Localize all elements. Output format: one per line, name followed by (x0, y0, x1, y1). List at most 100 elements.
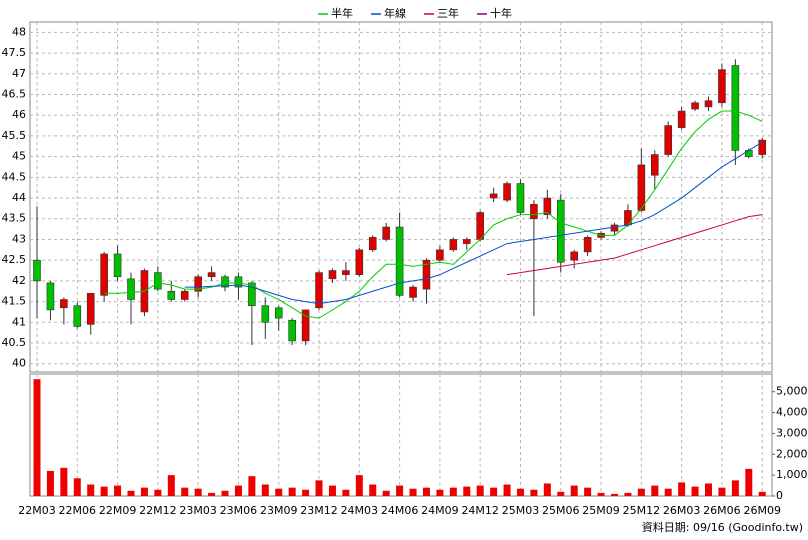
x-tick-label: 22M06 (59, 504, 97, 517)
volume-bar (651, 485, 659, 496)
candle-body (46, 282, 55, 311)
candle-body (691, 102, 699, 110)
y2-tick-label: 5,000 (776, 385, 808, 398)
volume-bar (46, 470, 54, 496)
y-tick-label: 41 (12, 315, 26, 328)
candle-body (154, 272, 162, 290)
candle-body (315, 272, 323, 309)
x-tick-label: 22M03 (18, 504, 56, 517)
candle-body (301, 309, 310, 342)
footer: 資料日期: 09/16 (Goodinfo.tw) (642, 520, 803, 534)
candle-body (382, 226, 390, 240)
y-tick-label: 46 (12, 108, 26, 121)
volume-bar (261, 484, 269, 496)
candle-body (248, 282, 256, 307)
candle-body (180, 290, 189, 300)
candle-body (368, 237, 377, 251)
volume-bar (396, 485, 404, 496)
volume-bar (516, 488, 524, 496)
candle-body (476, 212, 484, 240)
ma-line (506, 214, 763, 276)
volume-bar (234, 485, 242, 496)
y-tick-label: 43 (12, 232, 26, 245)
candle-body (758, 139, 767, 155)
candle-body (436, 249, 444, 261)
candle-body (610, 224, 619, 232)
volume-bar (490, 487, 498, 496)
volume-bar (114, 485, 122, 496)
candle-body (328, 270, 337, 280)
volume-bar (637, 488, 645, 496)
volume-bar (745, 468, 753, 496)
candle-body (194, 276, 202, 292)
x-tick-label: 24M06 (381, 504, 419, 517)
candle-body (731, 65, 740, 151)
candle-body (677, 110, 686, 128)
volume-bar (87, 484, 95, 496)
legend-label: 三年 (437, 6, 459, 20)
candle-body (624, 210, 632, 226)
candle-body (274, 307, 283, 319)
volume-bar (288, 487, 296, 496)
volume-bar (570, 485, 578, 496)
volume-bar (503, 484, 511, 496)
volume-bar (422, 487, 430, 496)
candle-body (113, 253, 122, 278)
volume-bar (302, 489, 310, 496)
candle-body (342, 270, 350, 275)
y-tick-label: 42.5 (2, 253, 27, 266)
volume-bar (584, 487, 592, 496)
volume-bar (382, 490, 390, 496)
candle-body (516, 183, 525, 213)
volume-bar (678, 482, 686, 496)
x-tick-label: 25M06 (542, 504, 580, 517)
x-tick-label: 24M03 (341, 504, 379, 517)
candle-body (73, 305, 82, 327)
candle-body (570, 251, 579, 261)
candle-body (86, 293, 95, 325)
candle-body (167, 290, 176, 300)
y-tick-label: 48 (12, 25, 26, 38)
y-tick-label: 44.5 (2, 170, 27, 183)
x-tick-label: 22M12 (139, 504, 177, 517)
x-tick-label: 25M03 (502, 504, 540, 517)
volume-panel (29, 373, 773, 497)
volume-bar (624, 492, 632, 496)
volume-bar (154, 489, 162, 496)
volume-bar (248, 476, 256, 496)
volume-bar (543, 483, 551, 496)
volume-bar (449, 487, 457, 496)
x-tick-label: 23M12 (300, 504, 338, 517)
volume-bar (181, 487, 189, 496)
x-tick-label: 26M09 (743, 504, 781, 517)
x-tick-label: 22M09 (99, 504, 137, 517)
x-tick-label: 23M09 (260, 504, 298, 517)
ma-line (184, 141, 763, 305)
y2-tick-label: 2,000 (776, 447, 808, 460)
candle-body (530, 203, 538, 220)
y2-tick-label: 1,000 (776, 468, 808, 481)
volume-bar (194, 488, 202, 496)
y-tick-label: 47.5 (2, 46, 27, 59)
candle-body (543, 197, 552, 215)
candle-body (637, 164, 646, 211)
x-tick-label: 24M09 (421, 504, 459, 517)
y2-tick-label: 0 (776, 489, 783, 502)
y-tick-label: 45.5 (2, 129, 27, 142)
candle-body (127, 278, 135, 300)
legend-label: 十年 (490, 6, 512, 20)
volume-bar (476, 485, 484, 496)
candle-body (60, 299, 68, 309)
x-tick-label: 25M09 (582, 504, 620, 517)
y-tick-label: 41.5 (2, 295, 27, 308)
y2-tick-label: 4,000 (776, 406, 808, 419)
volume-bar (610, 493, 618, 496)
candle-body (704, 100, 713, 108)
y-tick-label: 42 (12, 274, 26, 287)
volume-bar (355, 475, 363, 496)
candle-body (650, 154, 659, 176)
candle-body (395, 226, 404, 296)
candle-body (422, 259, 431, 290)
x-tick-label: 24M12 (461, 504, 499, 517)
